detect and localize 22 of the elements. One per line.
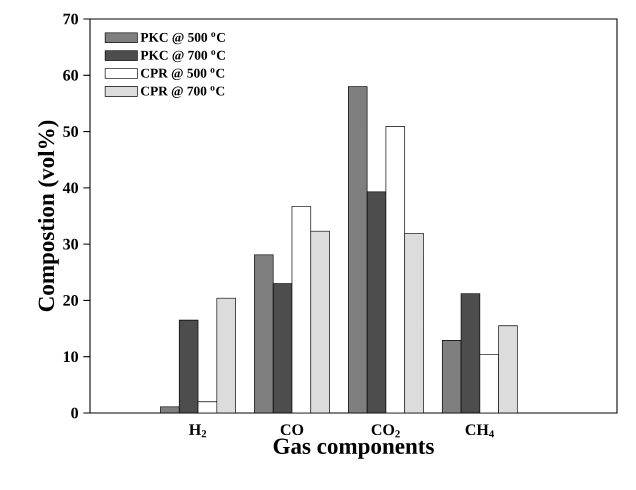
legend-label: PKC @ 700 $^{o}$C bbox=[140, 50, 225, 62]
bar bbox=[216, 298, 236, 413]
legend-label: CPR @ 700 $^{o}$C bbox=[141, 86, 224, 98]
x-tick-label: CO$_{2}$ bbox=[372, 424, 400, 438]
x-tick-label: CO bbox=[280, 424, 304, 436]
y-tick-label: 40 bbox=[62, 182, 78, 194]
x-tick-label: CH$_{4}$ bbox=[466, 424, 494, 438]
y-tick-label: 10 bbox=[64, 351, 78, 362]
legend-label: CPR @ 500 $^{o}$C bbox=[141, 68, 224, 80]
x-tick-label: H$_{2}$ bbox=[189, 424, 206, 438]
y-tick-label: 70 bbox=[64, 14, 78, 24]
legend-label: PKC @ 500 $^{o}$C bbox=[140, 32, 225, 44]
y-tick-label: 60 bbox=[63, 70, 78, 81]
x-axis-title: Gas components bbox=[274, 438, 434, 459]
y-tick-label: 50 bbox=[63, 126, 78, 137]
bar bbox=[404, 233, 424, 413]
y-tick-label: 30 bbox=[63, 238, 78, 250]
y-axis-title: Compostion (vol%) bbox=[38, 120, 59, 312]
bar bbox=[310, 230, 330, 413]
y-tick-label: 0 bbox=[71, 408, 78, 418]
y-tick-label: 20 bbox=[63, 295, 78, 306]
bar bbox=[498, 325, 518, 413]
